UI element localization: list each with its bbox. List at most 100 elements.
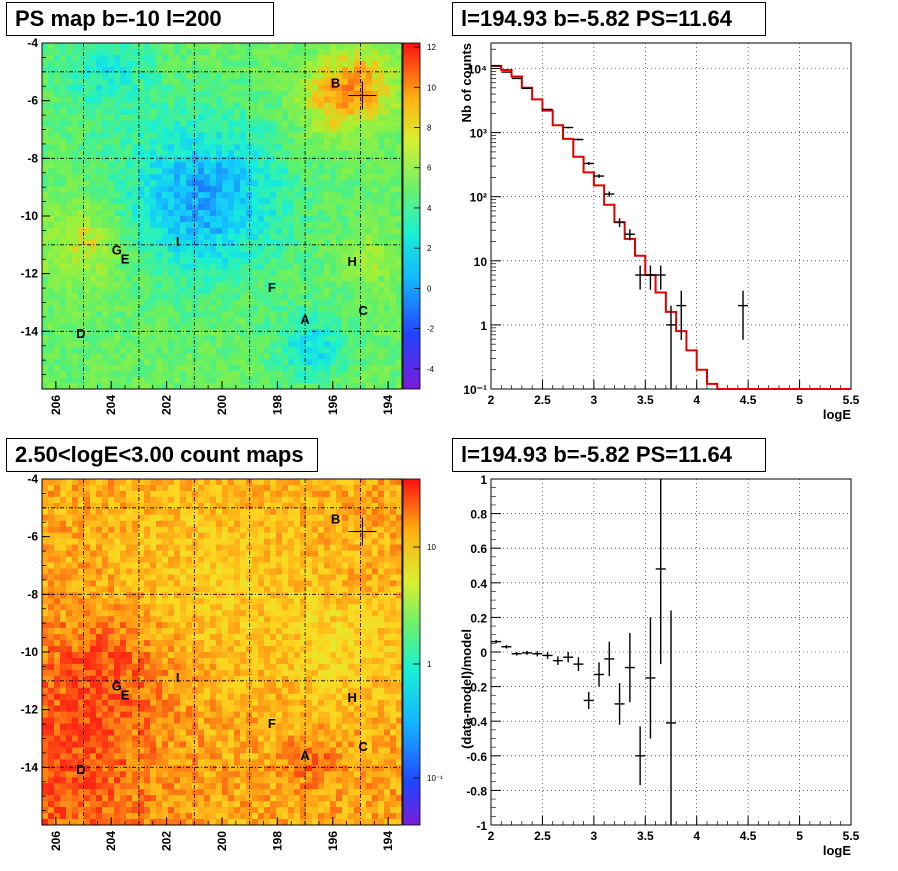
psmap-cell	[48, 144, 55, 151]
psmap-cell	[390, 72, 397, 80]
psmap-cell	[294, 60, 301, 68]
psmap-cell	[150, 174, 157, 181]
countmap-cell	[288, 479, 295, 486]
psmap-cell	[180, 156, 187, 163]
psmap-cell	[384, 311, 391, 318]
psmap-cell	[324, 245, 331, 253]
psmap-cell	[102, 245, 109, 253]
psmap-cell	[216, 54, 223, 62]
psmap-cell	[78, 180, 85, 187]
psmap-cell	[228, 305, 235, 312]
psmap-cell	[324, 156, 331, 163]
psmap-cell	[270, 43, 277, 50]
psmap-cell	[60, 263, 67, 271]
psmap-cell	[294, 114, 301, 121]
psmap-cell	[276, 341, 283, 348]
countmap-cell	[150, 556, 157, 563]
countmap-cell	[366, 490, 373, 498]
countmap-cell	[180, 496, 187, 504]
psmap-cell	[228, 377, 235, 384]
countmap-cell	[120, 508, 127, 516]
countmap-cell	[72, 508, 79, 516]
psmap-cell	[252, 138, 259, 145]
psmap-cell	[210, 335, 217, 342]
countmap-cell	[162, 514, 169, 522]
psmap-cell	[210, 239, 217, 247]
psmap-cell	[342, 257, 349, 265]
psmap-cell	[90, 66, 97, 74]
psmap-cell	[96, 275, 103, 283]
psmap-cell	[228, 180, 235, 187]
psmap-cell	[288, 132, 295, 139]
psmap-cell	[330, 239, 337, 247]
countmap-cell	[66, 520, 73, 528]
countmap-cell	[114, 610, 121, 617]
psmap-cell	[132, 60, 139, 68]
psmap-cell	[168, 359, 175, 366]
countmap-cell	[156, 526, 163, 534]
psmap-cell	[324, 251, 331, 259]
countmap-cell	[324, 490, 331, 498]
psmap-cell	[138, 168, 145, 175]
psmap-cell	[288, 287, 295, 294]
psmap-cell	[318, 84, 325, 92]
psmap-cell	[276, 305, 283, 312]
psmap-cell	[216, 126, 223, 133]
countmap-cell	[324, 484, 331, 492]
countmap-cell	[192, 532, 199, 540]
psmap-cell	[204, 210, 211, 217]
psmap-cell	[126, 192, 133, 199]
psmap-cell	[240, 221, 247, 229]
psmap-cell	[366, 245, 373, 253]
psmap-cell	[264, 317, 271, 324]
countmap-cell	[84, 568, 91, 575]
psmap-cell	[150, 186, 157, 193]
countmap-cell	[318, 502, 325, 510]
countmap-cell	[378, 526, 385, 534]
psmap-cell	[228, 257, 235, 265]
psmap-cell	[288, 323, 295, 330]
psmap-cell	[150, 132, 157, 139]
countmap-cell	[288, 532, 295, 540]
countmap-cell	[198, 532, 205, 540]
psmap-cell	[234, 383, 241, 390]
psmap-cell	[384, 60, 391, 68]
countmap-cell	[276, 526, 283, 534]
psmap-cell	[360, 192, 367, 199]
psmap-cell	[264, 132, 271, 139]
psmap-cell	[120, 138, 127, 145]
psmap-cell	[366, 186, 373, 193]
psmap-cell	[84, 150, 91, 157]
countmap-cell	[276, 538, 283, 546]
psmap-cell	[180, 78, 187, 86]
countmap-cell	[306, 514, 313, 522]
psmap-cell	[342, 317, 349, 324]
psmap-cell	[258, 263, 265, 271]
psmap-cell	[78, 353, 85, 360]
countmap-cell	[360, 598, 367, 605]
psmap-cell	[396, 84, 403, 92]
psmap-cell	[198, 54, 205, 62]
psmap-cell	[102, 198, 109, 205]
psmap-cell	[222, 204, 229, 211]
psmap-cell	[300, 138, 307, 145]
psmap-cell	[126, 144, 133, 151]
countmap-cell	[144, 508, 151, 516]
psmap-cell	[48, 43, 55, 50]
psmap-cell	[174, 90, 181, 98]
psmap-cell	[156, 359, 163, 366]
countmap-cell	[396, 610, 403, 617]
psmap-cell	[90, 227, 97, 235]
psmap-cell	[108, 317, 115, 324]
psmap-cell	[258, 323, 265, 330]
psmap-cell	[198, 365, 205, 372]
psmap-cell	[90, 192, 97, 199]
psmap-cell	[294, 138, 301, 145]
psmap-cell	[204, 150, 211, 157]
psmap-cell	[198, 150, 205, 157]
psmap-cell	[150, 108, 157, 115]
psmap-cell	[366, 162, 373, 169]
psmap-cell	[102, 174, 109, 181]
psmap-cell	[84, 287, 91, 294]
countmap-cell	[120, 490, 127, 498]
